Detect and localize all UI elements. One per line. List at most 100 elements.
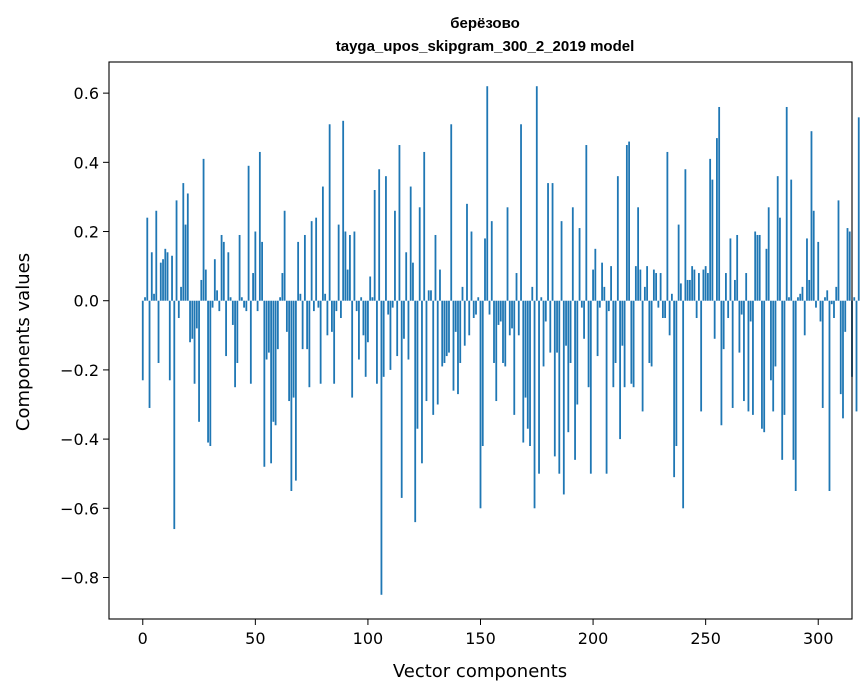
bar-38 xyxy=(227,252,230,301)
bar-289 xyxy=(792,300,795,460)
bars-group xyxy=(141,86,860,595)
bar-170 xyxy=(524,300,527,398)
bar-233 xyxy=(666,151,669,301)
bar-111 xyxy=(391,300,394,308)
bar-280 xyxy=(772,300,775,412)
x-tick-label-0: 0 xyxy=(138,629,148,648)
bar-154 xyxy=(488,300,491,315)
bar-42 xyxy=(236,300,239,363)
bar-127 xyxy=(427,290,430,301)
bar-7 xyxy=(157,300,160,363)
bar-214 xyxy=(623,300,626,388)
bar-125 xyxy=(423,151,426,301)
bar-269 xyxy=(747,300,750,412)
bar-44 xyxy=(240,297,243,301)
bar-63 xyxy=(283,210,286,301)
bar-225 xyxy=(648,300,651,363)
bar-34 xyxy=(218,300,221,312)
bar-26 xyxy=(200,279,203,301)
bar-217 xyxy=(630,300,633,384)
bar-281 xyxy=(774,300,777,367)
bar-87 xyxy=(337,224,340,301)
bar-46 xyxy=(245,300,248,312)
y-tick-label-4: −0.2 xyxy=(60,361,99,380)
bar-13 xyxy=(171,255,173,301)
bar-260 xyxy=(727,300,730,319)
bar-50 xyxy=(254,231,257,301)
bar-162 xyxy=(506,207,509,301)
bar-165 xyxy=(513,300,516,415)
bar-168 xyxy=(520,124,522,301)
bar-126 xyxy=(425,300,428,402)
bar-18 xyxy=(182,183,185,301)
bar-132 xyxy=(439,269,441,301)
bar-293 xyxy=(801,286,804,301)
x-axis-label: Vector components xyxy=(393,661,567,682)
bar-222 xyxy=(641,300,644,412)
bar-301 xyxy=(819,300,822,322)
bar-276 xyxy=(763,300,766,433)
bar-16 xyxy=(177,300,180,319)
bar-192 xyxy=(574,300,576,460)
bar-35 xyxy=(220,234,223,301)
bar-122 xyxy=(416,300,419,429)
y-tick-label-2: 0.2 xyxy=(74,223,99,242)
bar-17 xyxy=(180,286,182,301)
bar-69 xyxy=(297,241,300,301)
bar-279 xyxy=(770,300,772,381)
bar-295 xyxy=(806,238,808,301)
x-tick-label-50: 50 xyxy=(245,629,265,648)
bar-20 xyxy=(186,193,189,301)
bar-39 xyxy=(229,297,232,301)
bar-110 xyxy=(389,300,392,370)
y-tick-label-5: −0.4 xyxy=(60,430,99,449)
bar-70 xyxy=(299,293,302,301)
bar-129 xyxy=(432,300,435,415)
bar-152 xyxy=(484,238,486,301)
bar-96 xyxy=(358,300,360,360)
bar-151 xyxy=(481,300,484,447)
bar-178 xyxy=(542,300,545,367)
bar-28 xyxy=(204,269,207,301)
bar-55 xyxy=(265,300,268,360)
bar-30 xyxy=(209,300,212,447)
bar-243 xyxy=(688,279,691,301)
bar-160 xyxy=(502,300,504,363)
bar-52 xyxy=(258,151,261,301)
bar-163 xyxy=(508,300,511,336)
bar-196 xyxy=(583,300,585,339)
bar-101 xyxy=(369,276,372,301)
bar-57 xyxy=(270,300,273,464)
bar-171 xyxy=(526,300,529,429)
bar-45 xyxy=(243,300,245,308)
bar-257 xyxy=(720,300,723,426)
bar-12 xyxy=(168,300,171,381)
bar-211 xyxy=(616,176,619,301)
bar-256 xyxy=(718,106,721,301)
y-tick-label-3: 0.0 xyxy=(74,292,99,311)
bar-186 xyxy=(560,221,563,301)
bar-161 xyxy=(504,300,507,367)
bar-254 xyxy=(713,300,716,339)
bar-213 xyxy=(621,300,624,346)
y-axis-label: Components values xyxy=(13,253,34,431)
bar-219 xyxy=(634,266,637,301)
bar-141 xyxy=(459,300,462,363)
x-tick-label-100: 100 xyxy=(353,629,384,648)
bar-180 xyxy=(547,183,549,301)
bar-94 xyxy=(353,231,356,301)
bar-108 xyxy=(385,176,387,301)
bar-48 xyxy=(249,300,252,384)
bar-238 xyxy=(677,224,680,301)
bar-14 xyxy=(173,300,176,530)
bar-253 xyxy=(711,179,714,301)
x-tick-label-300: 300 xyxy=(803,629,834,648)
bar-99 xyxy=(364,300,367,377)
bar-278 xyxy=(767,207,770,301)
bar-184 xyxy=(556,300,558,353)
bar-313 xyxy=(846,228,849,301)
bar-242 xyxy=(686,279,689,301)
bar-62 xyxy=(281,273,284,301)
bar-268 xyxy=(745,273,748,301)
bar-312 xyxy=(844,300,847,332)
